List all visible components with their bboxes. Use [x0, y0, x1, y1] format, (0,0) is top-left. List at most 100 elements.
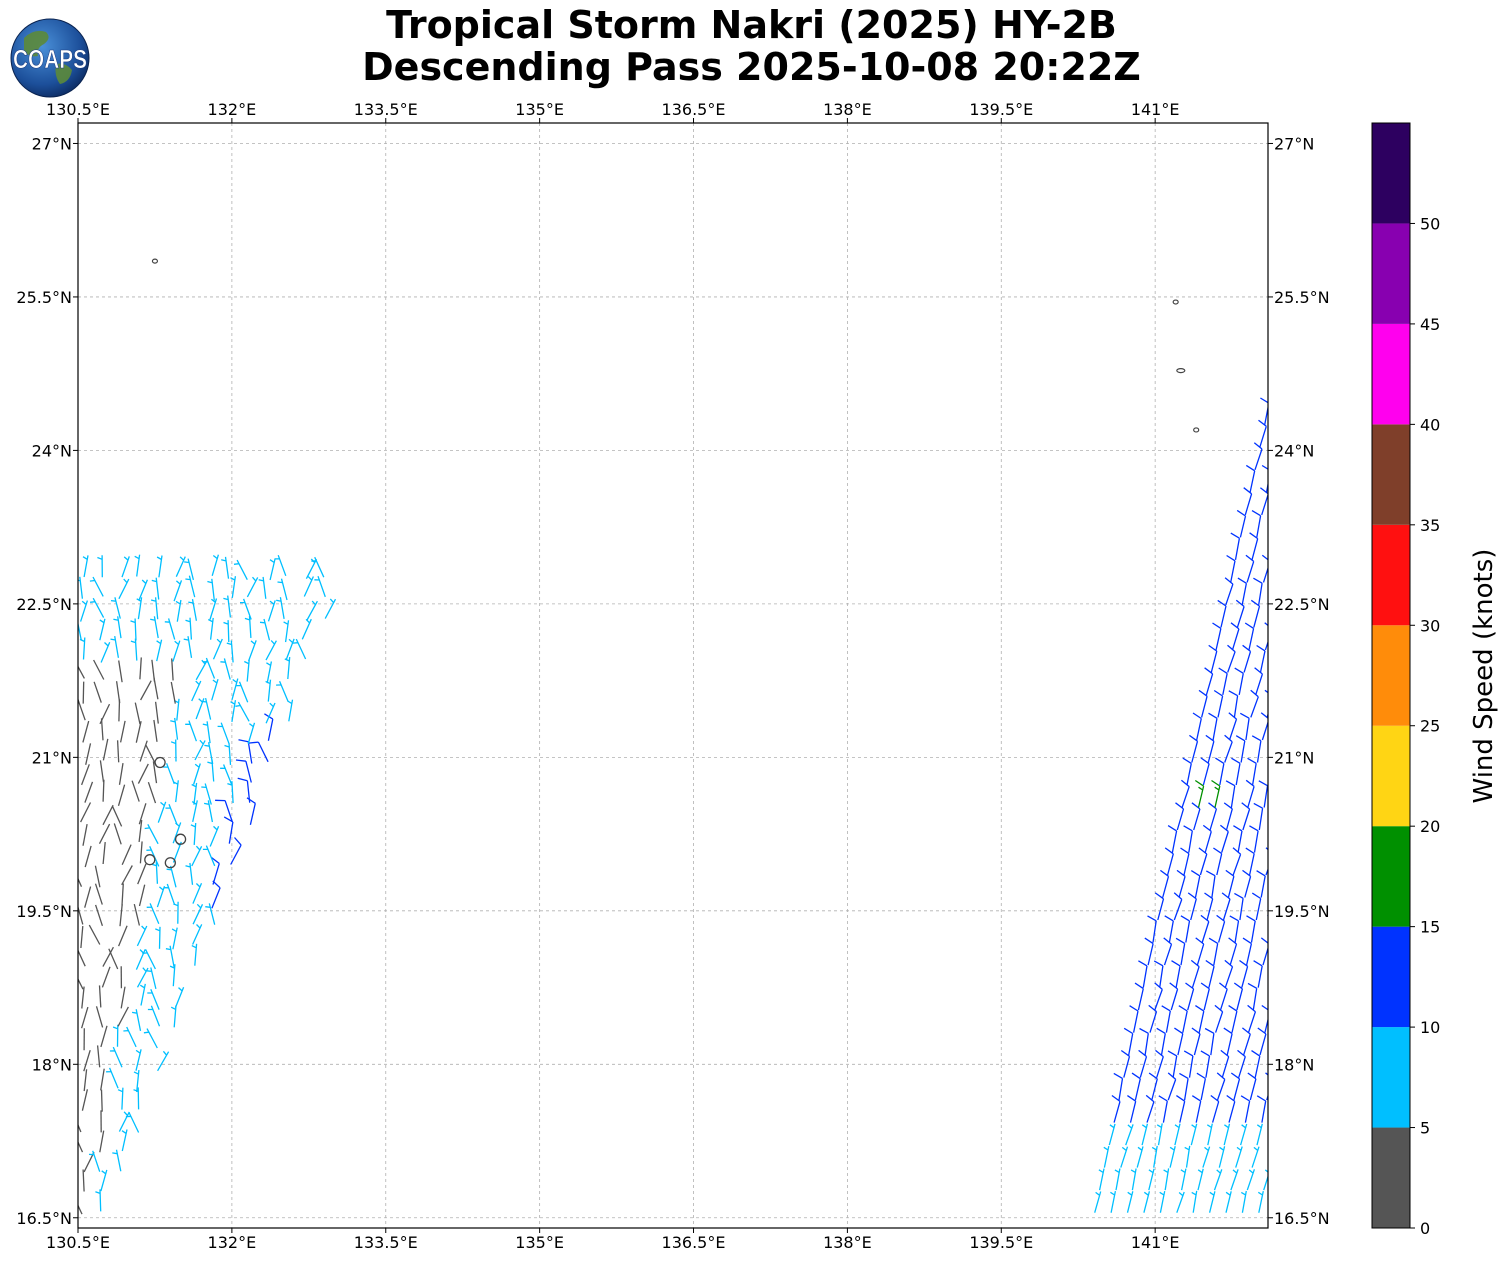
colorbar-tick-label: 20: [1420, 817, 1440, 836]
wind-barb: [1182, 757, 1192, 786]
wind-barb: [1202, 824, 1212, 853]
wind-barb: [285, 638, 295, 660]
wind-barb: [1257, 1027, 1267, 1056]
wind-barb: [311, 556, 325, 578]
wind-barb: [191, 845, 203, 867]
wind-barb: [175, 599, 182, 622]
colorbar-bin: [1372, 323, 1410, 425]
wind-barb: [1180, 847, 1190, 876]
wind-barb: [1164, 915, 1174, 943]
wind-barb: [170, 1005, 177, 1028]
wind-barb: [1265, 847, 1268, 876]
wind-barb: [220, 658, 231, 680]
lon-tick-label-bottom: 135°E: [515, 1233, 564, 1252]
wind-barb: [284, 657, 291, 680]
wind-barb: [1208, 1191, 1216, 1213]
wind-barb: [1228, 1005, 1238, 1033]
wind-barb: [1134, 982, 1144, 1011]
wind-barb: [1228, 690, 1239, 718]
wind-barb: [94, 904, 104, 927]
wind-barb: [150, 616, 159, 639]
wind-barb: [1110, 1190, 1117, 1213]
colorbar-bin: [1372, 1127, 1410, 1228]
island: [151, 258, 159, 264]
wind-barb: [1239, 1123, 1248, 1146]
wind-barb: [276, 597, 285, 620]
wind-barb: [1125, 1124, 1134, 1146]
wind-barb: [80, 764, 90, 786]
wind-barb: [125, 1112, 140, 1133]
wind-barb: [170, 717, 179, 740]
wind-barb: [1204, 892, 1214, 921]
wind-barb: [165, 804, 178, 826]
wind-barb: [1151, 1145, 1158, 1168]
wind-barb: [1236, 509, 1247, 538]
wind-barb: [1174, 1123, 1181, 1146]
lon-tick-label-top: 138°E: [823, 100, 872, 119]
wind-barb: [244, 659, 250, 682]
wind-barb: [146, 967, 157, 990]
lat-tick-label-right: 27°N: [1274, 134, 1314, 153]
wind-barb: [1251, 1146, 1260, 1168]
wind-barb: [1178, 1005, 1188, 1033]
wind-barb: [93, 681, 102, 703]
wind-barb: [1225, 869, 1235, 898]
wind-barb: [99, 703, 111, 725]
wind-barb: [99, 760, 105, 783]
wind-barb: [1195, 937, 1205, 966]
wind-barb: [83, 1151, 95, 1173]
wind-barb: [1148, 1004, 1158, 1033]
wind-barb: [1217, 599, 1227, 628]
lon-tick-label-top: 133.5°E: [354, 100, 418, 119]
wind-barb: [1163, 1168, 1170, 1191]
wind-barb: [1253, 960, 1263, 988]
wind-barb: [171, 658, 174, 681]
axis-ticks: 130.5°E 130.5°E 132°E 132°E 133.5°E 133.5°E 13…: [16, 100, 1329, 1252]
wind-barb: [230, 576, 237, 598]
wind-barb: [78, 620, 82, 641]
wind-barb: [118, 578, 130, 600]
wind-barb: [1180, 915, 1191, 943]
wind-barb: [1213, 1169, 1223, 1191]
wind-barb: [1216, 914, 1226, 943]
wind-barb: [1153, 960, 1164, 988]
calm-marker: [164, 857, 176, 869]
wind-barb: [201, 783, 212, 805]
wind-barb: [1212, 622, 1222, 651]
wind-barb: [1208, 802, 1218, 831]
wind-barb: [82, 823, 88, 846]
wind-barb: [1234, 667, 1244, 696]
wind-barb: [1241, 802, 1251, 831]
wind-barb: [1254, 667, 1264, 696]
wind-barb: [1208, 644, 1218, 673]
wind-barb: [1226, 1094, 1236, 1123]
wind-barb: [1205, 959, 1215, 988]
wind-barb: [1259, 487, 1268, 516]
wind-barb: [1196, 1072, 1207, 1101]
wind-barb: [1191, 1095, 1202, 1123]
wind-barb: [144, 823, 159, 845]
wind-barb: [1242, 644, 1252, 673]
wind-barb: [1228, 937, 1238, 966]
wind-barb: [207, 617, 214, 640]
wind-barb: [170, 739, 177, 762]
lon-tick-label-bottom: 141°E: [1131, 1233, 1180, 1252]
wind-barb: [78, 576, 84, 599]
wind-barb: [1224, 959, 1234, 988]
wind-barb: [1235, 599, 1245, 628]
wind-barb: [1264, 622, 1268, 651]
lat-tick-label-left: 25.5°N: [16, 288, 72, 307]
wind-barb: [113, 616, 122, 639]
lat-tick-label-right: 24°N: [1274, 441, 1314, 460]
wind-barb: [1195, 1005, 1205, 1033]
wind-barb: [78, 877, 83, 887]
wind-barb: [166, 865, 177, 888]
wind-barb: [138, 579, 149, 601]
wind-barb: [78, 665, 85, 679]
wind-barb: [95, 1006, 104, 1028]
wind-barb: [101, 966, 111, 988]
colorbar-bin: [1372, 1027, 1410, 1128]
lat-tick-label-left: 21°N: [32, 748, 72, 767]
wind-barb: [118, 699, 121, 722]
wind-barb: [1176, 1191, 1185, 1213]
